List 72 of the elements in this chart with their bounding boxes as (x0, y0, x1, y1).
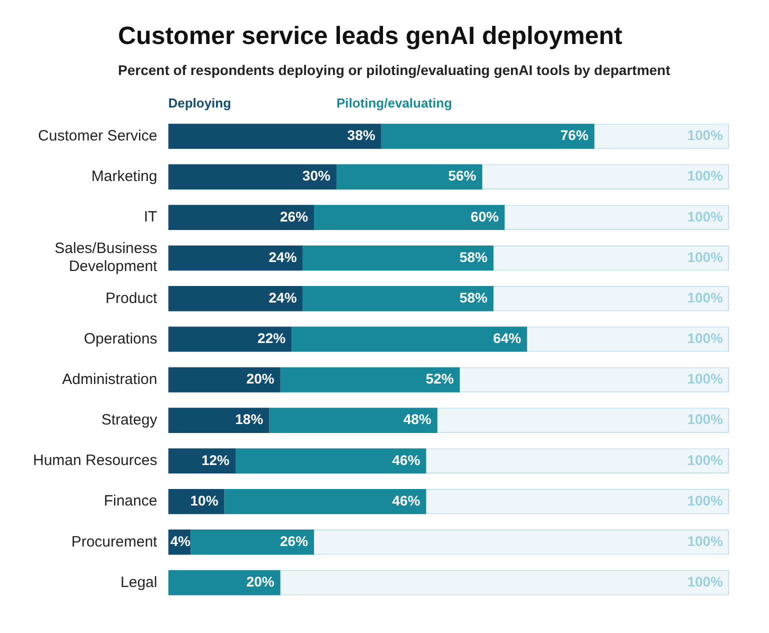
bar (168, 286, 303, 312)
y-tick-label: Procurement (71, 533, 158, 550)
total-label: 100% (687, 370, 724, 387)
data-label: 10% (190, 492, 219, 508)
series-label: Deploying (168, 96, 232, 111)
annotation: 58% (459, 248, 488, 265)
y-tick-label: Marketing (91, 168, 158, 186)
y-tick-label: IT (144, 208, 158, 226)
bar (168, 408, 270, 433)
data-label: 20% (246, 370, 275, 387)
annotation: 20% (246, 574, 275, 590)
annotation: 56% (448, 168, 477, 184)
chart-subtitle: Percent of respondents deploying or piloting/evaluating genAI tools by department (118, 62, 670, 78)
total-label: 100% (687, 452, 724, 468)
bar (168, 367, 280, 392)
data-label: 22% (258, 330, 286, 346)
annotation: 52% (426, 370, 454, 387)
bar (381, 124, 594, 149)
data-label: 12% (201, 452, 230, 468)
bar (190, 530, 314, 555)
y-tick-label: Strategy (101, 412, 158, 429)
bar (168, 245, 303, 271)
total-label: 100% (687, 248, 724, 265)
total-label: 100% (687, 127, 724, 144)
bar (336, 164, 482, 190)
data-label: 4% (170, 532, 192, 549)
bar (168, 326, 292, 352)
y-tick-label: Customer Service (38, 127, 158, 144)
bar (269, 408, 438, 433)
annotation: 46% (392, 452, 421, 468)
data-label: 30% (302, 168, 331, 184)
total-label: 100% (687, 208, 724, 224)
data-label: 24% (268, 248, 298, 265)
bar (236, 448, 426, 474)
chart-title: Customer service leads genAI deployment (118, 22, 622, 51)
y-tick-label: Legal (120, 574, 158, 591)
bar (168, 124, 382, 149)
annotation: 46% (392, 492, 421, 508)
annotation: 26% (280, 532, 309, 549)
y-tick-label: Human Resources (33, 452, 158, 470)
annotation: 76% (560, 127, 589, 144)
total-label: 100% (687, 289, 724, 306)
y-tick-label: Finance (104, 492, 158, 510)
y-tick-label: Operations (84, 330, 158, 348)
bar (302, 286, 494, 312)
bar (224, 488, 426, 514)
total-label: 100% (687, 492, 724, 508)
bar (314, 204, 505, 230)
data-label: 24% (268, 289, 298, 306)
bar (168, 204, 314, 230)
bar (168, 570, 280, 596)
bar (168, 164, 336, 190)
series-label: Piloting/evaluating (336, 96, 452, 111)
bar (168, 448, 236, 474)
annotation: 58% (459, 289, 488, 306)
data-label: 26% (280, 208, 309, 224)
y-tick-label: Sales/Business Development (54, 240, 158, 276)
y-tick-label: Administration (62, 370, 158, 388)
total-label: 100% (687, 411, 724, 428)
total-label: 100% (687, 532, 724, 549)
data-label: 18% (235, 411, 264, 428)
annotation: 48% (403, 411, 432, 428)
total-label: 100% (687, 330, 724, 346)
bar (302, 245, 494, 271)
data-label: 38% (347, 127, 376, 144)
y-tick-label: Product (106, 290, 158, 307)
bar (280, 367, 460, 392)
bar (292, 326, 528, 352)
total-label: 100% (687, 574, 724, 590)
annotation: 60% (470, 208, 500, 224)
annotation: 64% (493, 330, 522, 346)
total-label: 100% (687, 168, 724, 184)
